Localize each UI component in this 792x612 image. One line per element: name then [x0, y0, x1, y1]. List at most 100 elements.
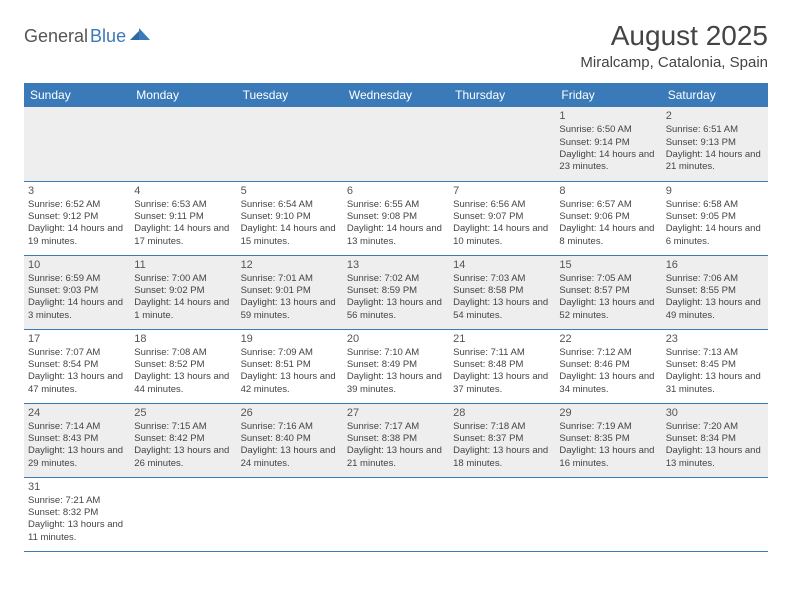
day-number: 1 [559, 109, 657, 123]
daylight-text: Daylight: 13 hours and 47 minutes. [28, 371, 126, 396]
sunset-text: Sunset: 8:58 PM [453, 285, 551, 297]
daylight-text: Daylight: 14 hours and 10 minutes. [453, 223, 551, 248]
sunrise-text: Sunrise: 6:54 AM [241, 199, 339, 211]
calendar-cell: 13Sunrise: 7:02 AMSunset: 8:59 PMDayligh… [343, 255, 449, 329]
daylight-text: Daylight: 13 hours and 56 minutes. [347, 297, 445, 322]
sunrise-text: Sunrise: 6:55 AM [347, 199, 445, 211]
month-title: August 2025 [580, 20, 768, 52]
calendar-cell: 26Sunrise: 7:16 AMSunset: 8:40 PMDayligh… [237, 403, 343, 477]
calendar-week: 31Sunrise: 7:21 AMSunset: 8:32 PMDayligh… [24, 477, 768, 551]
daylight-text: Daylight: 13 hours and 18 minutes. [453, 445, 551, 470]
calendar-cell [24, 107, 130, 181]
header: GeneralBlue August 2025 Miralcamp, Catal… [24, 20, 768, 71]
day-number: 17 [28, 332, 126, 346]
day-number: 8 [559, 184, 657, 198]
daylight-text: Daylight: 14 hours and 21 minutes. [666, 149, 764, 174]
sunrise-text: Sunrise: 7:15 AM [134, 421, 232, 433]
calendar-cell [130, 107, 236, 181]
calendar-cell: 1Sunrise: 6:50 AMSunset: 9:14 PMDaylight… [555, 107, 661, 181]
day-header: Monday [130, 83, 236, 107]
calendar-cell: 14Sunrise: 7:03 AMSunset: 8:58 PMDayligh… [449, 255, 555, 329]
day-number: 14 [453, 258, 551, 272]
sunrise-text: Sunrise: 7:01 AM [241, 273, 339, 285]
day-number: 25 [134, 406, 232, 420]
day-header-row: Sunday Monday Tuesday Wednesday Thursday… [24, 83, 768, 107]
sunrise-text: Sunrise: 7:19 AM [559, 421, 657, 433]
calendar-cell: 28Sunrise: 7:18 AMSunset: 8:37 PMDayligh… [449, 403, 555, 477]
daylight-text: Daylight: 13 hours and 31 minutes. [666, 371, 764, 396]
daylight-text: Daylight: 13 hours and 54 minutes. [453, 297, 551, 322]
logo: GeneralBlue [24, 26, 152, 47]
day-number: 2 [666, 109, 764, 123]
day-number: 16 [666, 258, 764, 272]
sunset-text: Sunset: 8:59 PM [347, 285, 445, 297]
daylight-text: Daylight: 13 hours and 39 minutes. [347, 371, 445, 396]
sunset-text: Sunset: 8:35 PM [559, 433, 657, 445]
sunrise-text: Sunrise: 7:16 AM [241, 421, 339, 433]
calendar-cell: 9Sunrise: 6:58 AMSunset: 9:05 PMDaylight… [662, 181, 768, 255]
daylight-text: Daylight: 14 hours and 19 minutes. [28, 223, 126, 248]
day-number: 30 [666, 406, 764, 420]
sunset-text: Sunset: 9:12 PM [28, 211, 126, 223]
calendar-cell: 10Sunrise: 6:59 AMSunset: 9:03 PMDayligh… [24, 255, 130, 329]
sunset-text: Sunset: 8:55 PM [666, 285, 764, 297]
day-number: 26 [241, 406, 339, 420]
calendar-cell: 25Sunrise: 7:15 AMSunset: 8:42 PMDayligh… [130, 403, 236, 477]
daylight-text: Daylight: 13 hours and 26 minutes. [134, 445, 232, 470]
daylight-text: Daylight: 14 hours and 6 minutes. [666, 223, 764, 248]
sunrise-text: Sunrise: 7:09 AM [241, 347, 339, 359]
daylight-text: Daylight: 14 hours and 3 minutes. [28, 297, 126, 322]
day-number: 24 [28, 406, 126, 420]
day-number: 6 [347, 184, 445, 198]
day-number: 20 [347, 332, 445, 346]
sunset-text: Sunset: 9:10 PM [241, 211, 339, 223]
sunrise-text: Sunrise: 6:59 AM [28, 273, 126, 285]
sunrise-text: Sunrise: 7:02 AM [347, 273, 445, 285]
day-number: 21 [453, 332, 551, 346]
day-number: 23 [666, 332, 764, 346]
sunset-text: Sunset: 8:48 PM [453, 359, 551, 371]
calendar-cell: 24Sunrise: 7:14 AMSunset: 8:43 PMDayligh… [24, 403, 130, 477]
sunset-text: Sunset: 8:54 PM [28, 359, 126, 371]
sunrise-text: Sunrise: 6:51 AM [666, 124, 764, 136]
day-number: 13 [347, 258, 445, 272]
day-number: 12 [241, 258, 339, 272]
calendar-cell: 3Sunrise: 6:52 AMSunset: 9:12 PMDaylight… [24, 181, 130, 255]
sunset-text: Sunset: 9:06 PM [559, 211, 657, 223]
calendar-cell: 6Sunrise: 6:55 AMSunset: 9:08 PMDaylight… [343, 181, 449, 255]
calendar-cell: 21Sunrise: 7:11 AMSunset: 8:48 PMDayligh… [449, 329, 555, 403]
sunrise-text: Sunrise: 6:58 AM [666, 199, 764, 211]
calendar-cell: 15Sunrise: 7:05 AMSunset: 8:57 PMDayligh… [555, 255, 661, 329]
calendar-week: 3Sunrise: 6:52 AMSunset: 9:12 PMDaylight… [24, 181, 768, 255]
day-number: 27 [347, 406, 445, 420]
sunset-text: Sunset: 8:32 PM [28, 507, 126, 519]
calendar-table: Sunday Monday Tuesday Wednesday Thursday… [24, 83, 768, 552]
calendar-cell: 16Sunrise: 7:06 AMSunset: 8:55 PMDayligh… [662, 255, 768, 329]
sunset-text: Sunset: 8:34 PM [666, 433, 764, 445]
day-number: 5 [241, 184, 339, 198]
daylight-text: Daylight: 13 hours and 11 minutes. [28, 519, 126, 544]
sunset-text: Sunset: 8:45 PM [666, 359, 764, 371]
sunset-text: Sunset: 8:49 PM [347, 359, 445, 371]
calendar-week: 17Sunrise: 7:07 AMSunset: 8:54 PMDayligh… [24, 329, 768, 403]
calendar-cell: 17Sunrise: 7:07 AMSunset: 8:54 PMDayligh… [24, 329, 130, 403]
calendar-cell [343, 477, 449, 551]
daylight-text: Daylight: 13 hours and 49 minutes. [666, 297, 764, 322]
sunrise-text: Sunrise: 7:03 AM [453, 273, 551, 285]
calendar-cell: 22Sunrise: 7:12 AMSunset: 8:46 PMDayligh… [555, 329, 661, 403]
daylight-text: Daylight: 14 hours and 13 minutes. [347, 223, 445, 248]
calendar-cell [555, 477, 661, 551]
sunrise-text: Sunrise: 7:07 AM [28, 347, 126, 359]
calendar-body: 1Sunrise: 6:50 AMSunset: 9:14 PMDaylight… [24, 107, 768, 551]
sunrise-text: Sunrise: 7:06 AM [666, 273, 764, 285]
day-header: Friday [555, 83, 661, 107]
sunrise-text: Sunrise: 6:57 AM [559, 199, 657, 211]
sunrise-text: Sunrise: 7:17 AM [347, 421, 445, 433]
calendar-cell [449, 107, 555, 181]
daylight-text: Daylight: 13 hours and 13 minutes. [666, 445, 764, 470]
calendar-cell: 11Sunrise: 7:00 AMSunset: 9:02 PMDayligh… [130, 255, 236, 329]
day-header: Sunday [24, 83, 130, 107]
brand-part2: Blue [90, 26, 126, 47]
sunrise-text: Sunrise: 6:50 AM [559, 124, 657, 136]
title-block: August 2025 Miralcamp, Catalonia, Spain [580, 20, 768, 71]
